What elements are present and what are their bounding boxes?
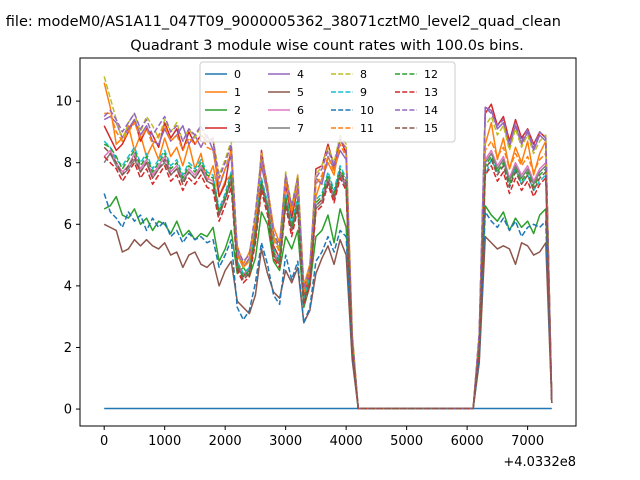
plot-frame bbox=[79, 57, 577, 427]
legend-label-4: 4 bbox=[297, 68, 304, 81]
series-layer bbox=[103, 76, 553, 410]
legend-label-9: 9 bbox=[360, 86, 367, 99]
series-line-10 bbox=[103, 193, 553, 410]
y-axis: 0 2 4 6 8 10 bbox=[55, 95, 80, 418]
legend-label-7: 7 bbox=[297, 122, 304, 135]
y-tick-label-10: 10 bbox=[55, 95, 72, 110]
x-tick-label-4000: 4000 bbox=[330, 434, 363, 449]
x-tick-label-3000: 3000 bbox=[269, 434, 302, 449]
legend-label-3: 3 bbox=[234, 122, 241, 135]
y-tick-label-6: 6 bbox=[64, 218, 72, 233]
figure-suptitle: n file: modeM0/AS1A11_047T09_9000005362_… bbox=[0, 14, 561, 30]
y-tick-label-2: 2 bbox=[64, 341, 72, 356]
series-line-5 bbox=[103, 223, 553, 410]
legend-label-0: 0 bbox=[234, 68, 241, 81]
x-tick-label-7000: 7000 bbox=[511, 434, 544, 449]
legend-label-5: 5 bbox=[297, 86, 304, 99]
x-tick-label-2000: 2000 bbox=[209, 434, 242, 449]
legend-label-6: 6 bbox=[297, 104, 304, 117]
x-tick-label-5000: 5000 bbox=[390, 434, 423, 449]
legend-label-11: 11 bbox=[360, 122, 374, 135]
legend-label-12: 12 bbox=[424, 68, 438, 81]
x-axis: 0 1000 2000 3000 4000 5000 6000 7000 bbox=[100, 426, 544, 449]
legend-label-2: 2 bbox=[234, 104, 241, 117]
y-tick-label-4: 4 bbox=[64, 279, 72, 294]
series-line-12 bbox=[103, 143, 553, 410]
x-tick-label-6000: 6000 bbox=[451, 434, 484, 449]
series-line-14 bbox=[103, 106, 553, 410]
x-tick-label-0: 0 bbox=[100, 434, 108, 449]
y-tick-label-0: 0 bbox=[64, 403, 72, 418]
series-line-8 bbox=[103, 76, 553, 410]
legend-label-14: 14 bbox=[424, 104, 438, 117]
x-tick-label-1000: 1000 bbox=[148, 434, 181, 449]
legend-label-13: 13 bbox=[424, 86, 438, 99]
legend-label-15: 15 bbox=[424, 122, 438, 135]
legend-label-8: 8 bbox=[360, 68, 367, 81]
series-line-15 bbox=[103, 146, 553, 410]
legend-label-1: 1 bbox=[234, 86, 241, 99]
legend-label-10: 10 bbox=[360, 104, 374, 117]
y-tick-label-8: 8 bbox=[64, 156, 72, 171]
chart-title: Quadrant 3 module wise count rates with … bbox=[130, 38, 524, 54]
x-offset-label: +4.0332e8 bbox=[503, 455, 576, 470]
legend-frame bbox=[199, 61, 456, 143]
